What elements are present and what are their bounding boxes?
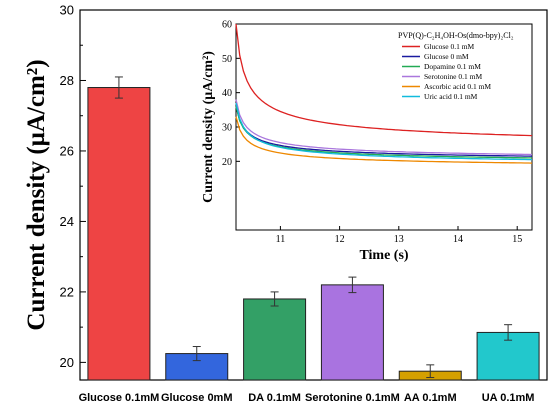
inset-x-tick-label: 13 <box>394 234 404 245</box>
bar <box>243 298 307 381</box>
inset-x-axis-label: Time (s) <box>359 248 408 263</box>
inset-y-tick-label: 30 <box>222 123 232 134</box>
inset-y-tick-label: 40 <box>222 88 232 99</box>
x-category-label: DA 0.1mM <box>248 392 301 404</box>
x-category-label: Serotonine 0.1mM <box>305 392 400 404</box>
legend-entry: Glucose 0 mM <box>424 52 469 61</box>
inset-x-tick-label: 14 <box>453 234 463 245</box>
legend-entry: Dopamine 0.1 mM <box>424 62 481 71</box>
y-tick-label: 28 <box>60 73 74 88</box>
series-line <box>235 23 533 137</box>
inset-plot-frame <box>235 23 533 231</box>
series-line <box>235 99 533 156</box>
y-tick-label: 24 <box>60 214 74 229</box>
inset-y-axis-label: Current density (μA/cm²) <box>201 51 216 203</box>
x-category-label: Glucose 0.1mM <box>79 392 160 404</box>
inset-x-tick-label: 12 <box>335 234 345 245</box>
x-category-label: UA 0.1mM <box>482 392 535 404</box>
legend-entry: Serotonine 0.1 mM <box>424 72 482 81</box>
series-line <box>235 102 532 161</box>
inset-y-tick-label: 20 <box>222 157 232 168</box>
legend-entry: Glucose 0.1 mM <box>424 42 475 51</box>
series-line <box>235 106 533 157</box>
bar <box>320 284 384 381</box>
legend-entry: Ascorbic acid 0.1 mM <box>424 82 491 91</box>
x-category-label: AA 0.1mM <box>404 392 457 404</box>
y-tick-label: 26 <box>60 143 74 158</box>
legend-title: PVP(Q)-C₂H₄OH-Os(dmo-bpy)₂Cl₂ <box>398 31 514 40</box>
inset-x-tick-label: 15 <box>512 234 522 245</box>
y-tick-label: 20 <box>60 355 74 370</box>
legend-entry: Uric acid 0.1 mM <box>424 92 478 101</box>
inset-y-tick-label: 50 <box>222 54 232 65</box>
series-line <box>235 106 532 159</box>
series-line <box>235 116 533 164</box>
y-axis-label: Current density (μA/cm²) <box>23 59 50 330</box>
y-tick-label: 30 <box>60 3 74 18</box>
y-tick-label: 22 <box>60 284 74 299</box>
inset-y-tick-label: 60 <box>222 20 232 31</box>
main-plot-frame <box>79 9 548 381</box>
x-category-label: Glucose 0mM <box>161 392 233 404</box>
inset-x-tick-label: 11 <box>276 234 286 245</box>
bar <box>87 87 151 381</box>
